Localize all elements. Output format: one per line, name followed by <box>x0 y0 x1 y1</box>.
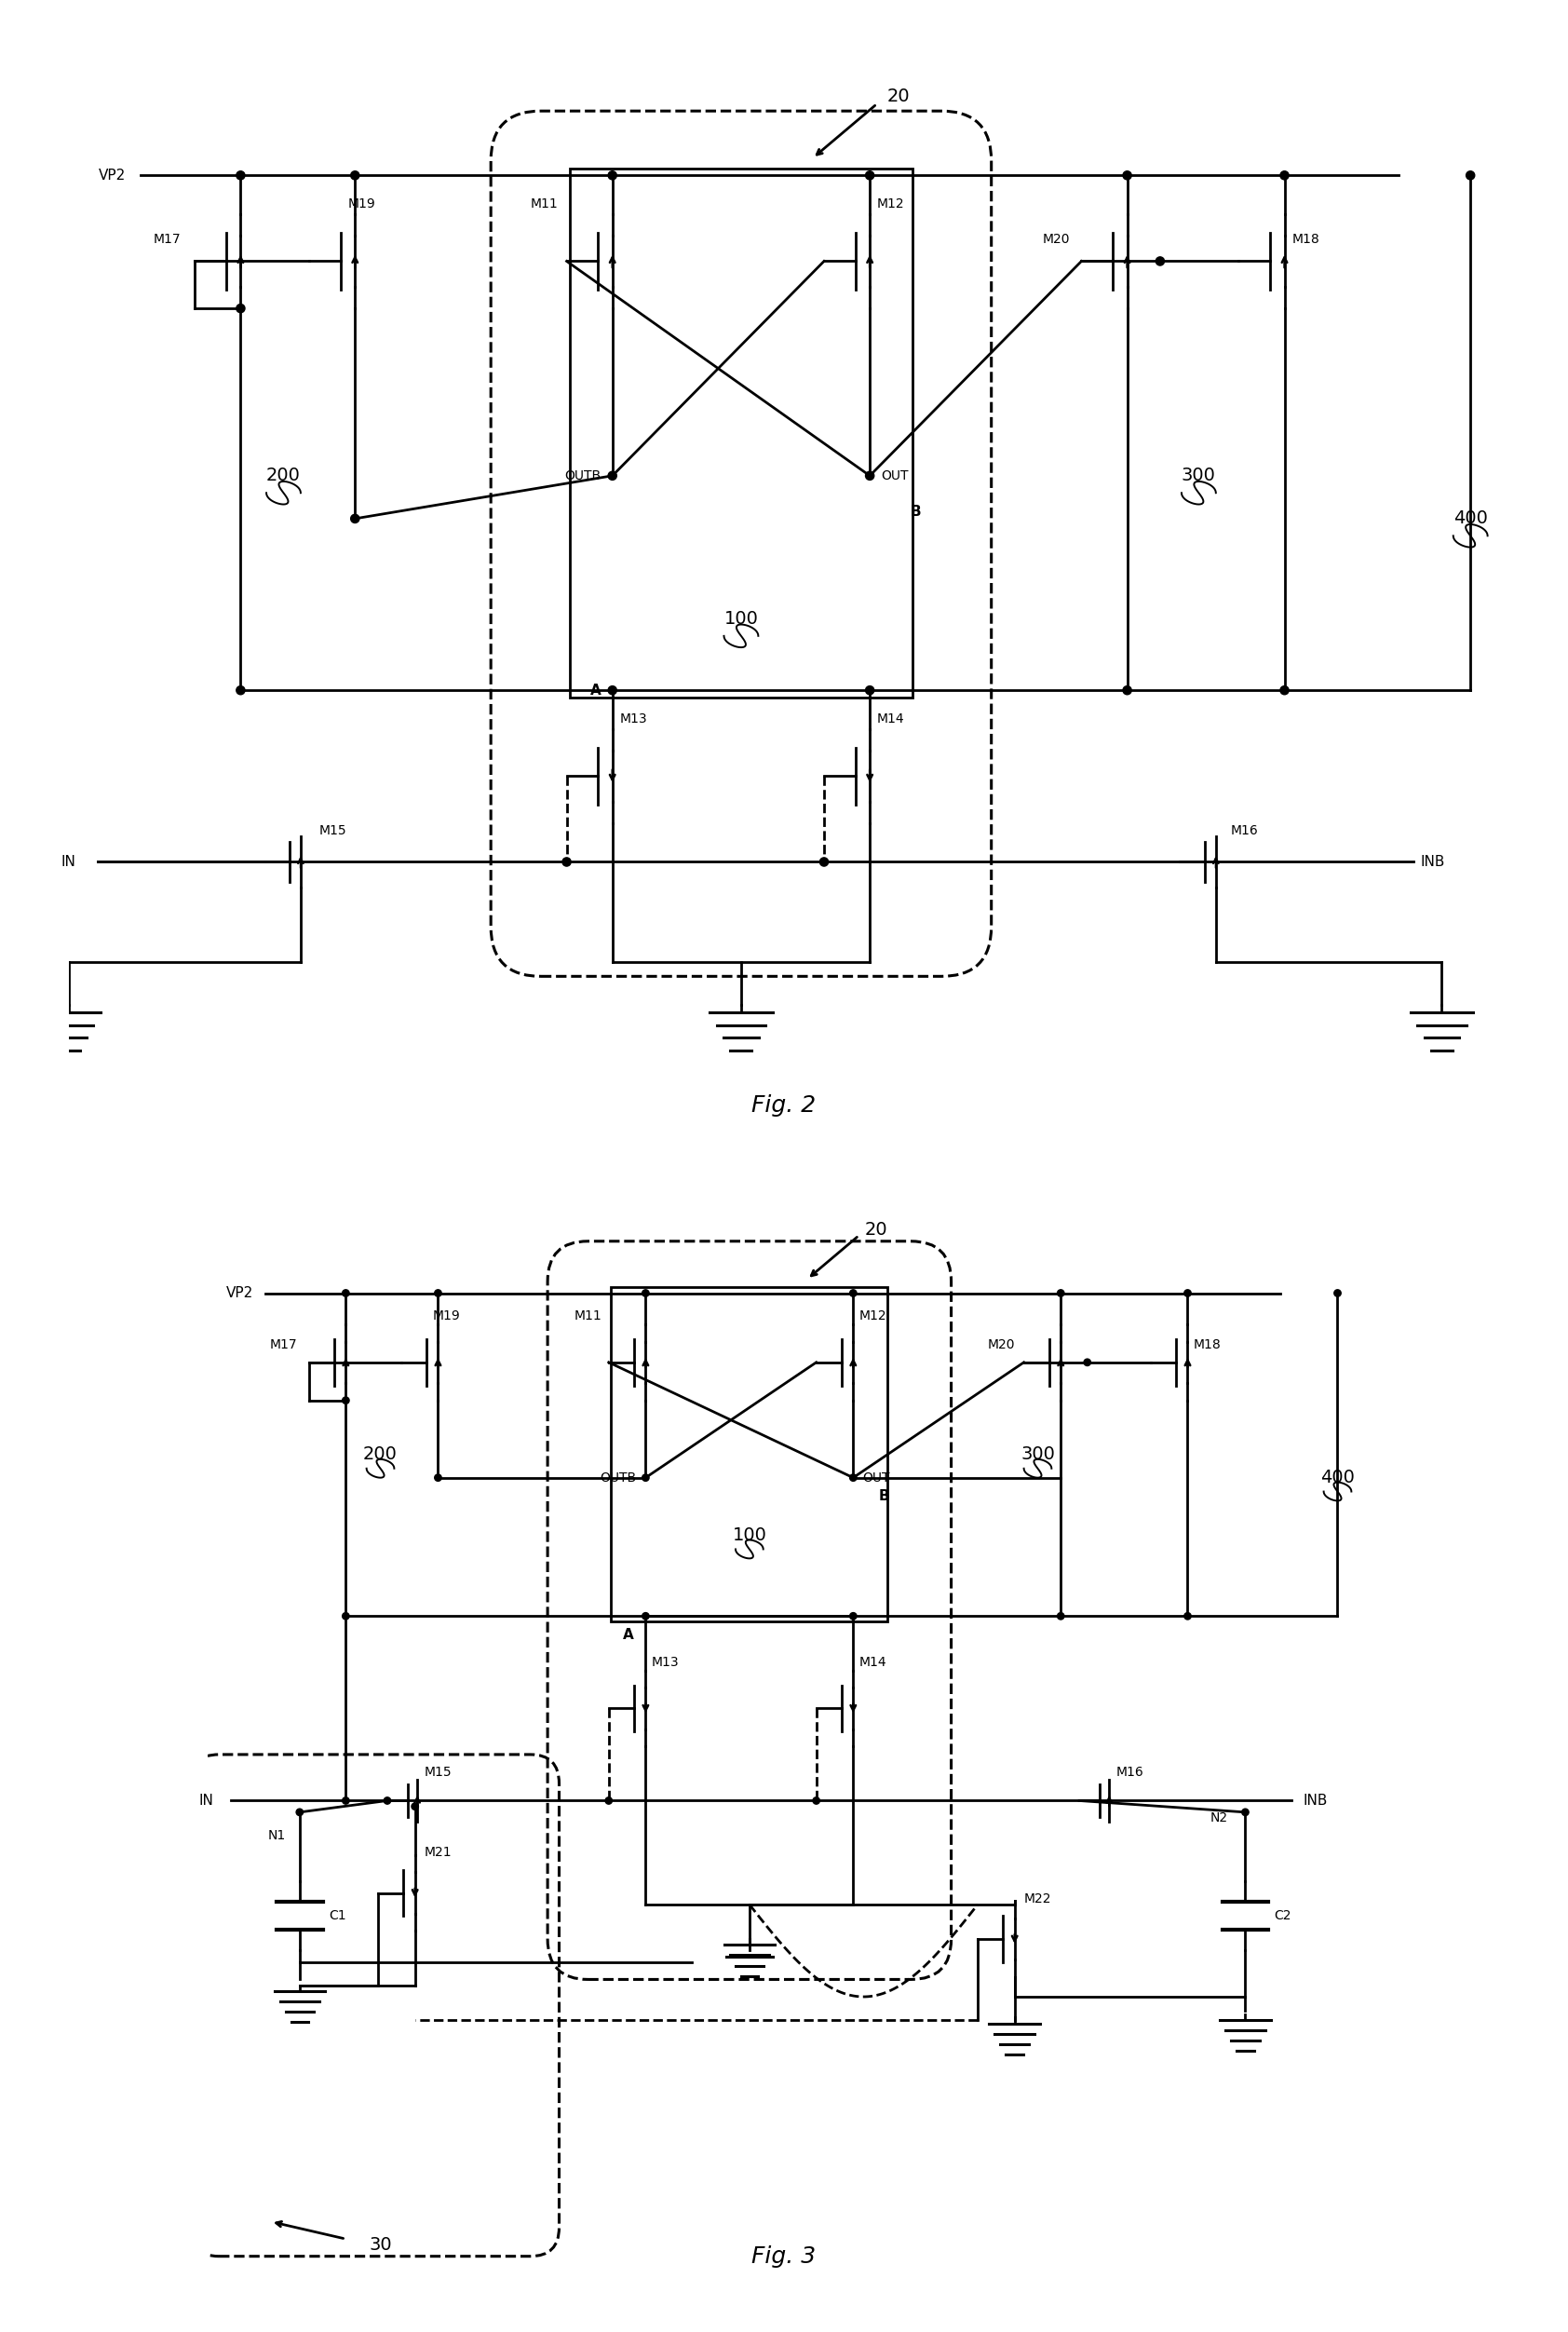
Text: C1: C1 <box>328 1910 347 1922</box>
Circle shape <box>563 858 571 865</box>
Text: M20: M20 <box>1043 233 1069 247</box>
Circle shape <box>850 1290 856 1297</box>
Text: IN: IN <box>199 1793 213 1807</box>
Text: VP2: VP2 <box>226 1287 254 1301</box>
Circle shape <box>608 471 616 480</box>
Text: B: B <box>878 1490 889 1504</box>
Circle shape <box>1242 1810 1248 1817</box>
Text: 200: 200 <box>267 466 301 485</box>
Circle shape <box>1184 1614 1192 1618</box>
Circle shape <box>866 170 873 180</box>
Circle shape <box>237 686 245 695</box>
Text: M15: M15 <box>320 823 347 837</box>
Circle shape <box>643 1290 649 1297</box>
Text: M18: M18 <box>1193 1339 1221 1353</box>
Circle shape <box>1334 1290 1341 1297</box>
Text: M16: M16 <box>1231 823 1258 837</box>
Text: M17: M17 <box>270 1339 298 1353</box>
Text: A: A <box>622 1628 633 1642</box>
Text: M21: M21 <box>425 1847 452 1859</box>
Text: 100: 100 <box>724 611 759 627</box>
Circle shape <box>1156 257 1165 266</box>
Text: 300: 300 <box>1021 1446 1055 1464</box>
Circle shape <box>351 170 359 180</box>
Text: INB: INB <box>1303 1793 1328 1807</box>
Text: OUT: OUT <box>862 1471 891 1483</box>
Circle shape <box>1466 170 1474 180</box>
Text: M19: M19 <box>433 1311 459 1322</box>
Circle shape <box>1057 1290 1065 1297</box>
Circle shape <box>866 471 873 480</box>
Text: M18: M18 <box>1292 233 1319 247</box>
Circle shape <box>820 858 828 865</box>
Text: 100: 100 <box>732 1527 767 1544</box>
Circle shape <box>1279 686 1289 695</box>
Text: OUTB: OUTB <box>564 469 601 483</box>
Text: 400: 400 <box>1320 1469 1355 1485</box>
Text: M12: M12 <box>877 198 905 210</box>
Text: M11: M11 <box>530 198 558 210</box>
Circle shape <box>1123 170 1132 180</box>
Circle shape <box>351 515 359 522</box>
Text: M13: M13 <box>651 1656 679 1670</box>
Text: N1: N1 <box>268 1828 285 1842</box>
Circle shape <box>237 303 245 312</box>
Circle shape <box>1057 1614 1065 1618</box>
Text: OUT: OUT <box>881 469 909 483</box>
Text: M14: M14 <box>877 711 905 725</box>
Circle shape <box>1279 170 1289 180</box>
Text: M19: M19 <box>348 198 376 210</box>
Text: 20: 20 <box>866 1222 887 1238</box>
Circle shape <box>850 1614 856 1618</box>
Circle shape <box>1123 686 1132 695</box>
Text: 20: 20 <box>887 89 909 105</box>
Circle shape <box>866 686 873 695</box>
Circle shape <box>434 1290 442 1297</box>
Circle shape <box>643 1614 649 1618</box>
Text: M14: M14 <box>859 1656 886 1670</box>
Text: A: A <box>590 683 601 697</box>
Text: M22: M22 <box>1024 1891 1051 1905</box>
Circle shape <box>237 170 245 180</box>
Text: M15: M15 <box>425 1765 452 1779</box>
Circle shape <box>1184 1290 1192 1297</box>
Circle shape <box>342 1397 350 1404</box>
Text: M12: M12 <box>859 1311 886 1322</box>
Circle shape <box>643 1474 649 1481</box>
Text: Fig. 3: Fig. 3 <box>751 2246 817 2267</box>
Circle shape <box>850 1474 856 1481</box>
Text: 30: 30 <box>368 2236 392 2253</box>
Text: 300: 300 <box>1182 466 1215 485</box>
Circle shape <box>608 686 616 695</box>
Circle shape <box>434 1474 442 1481</box>
Text: VP2: VP2 <box>99 168 125 182</box>
Circle shape <box>411 1803 419 1810</box>
Text: INB: INB <box>1421 856 1444 870</box>
Circle shape <box>1083 1360 1091 1367</box>
Circle shape <box>384 1798 390 1805</box>
Text: M20: M20 <box>988 1339 1014 1353</box>
Text: N2: N2 <box>1210 1812 1228 1824</box>
Circle shape <box>342 1290 350 1297</box>
Circle shape <box>342 1798 350 1805</box>
Text: C2: C2 <box>1275 1910 1292 1922</box>
Text: 200: 200 <box>364 1446 398 1464</box>
Text: OUTB: OUTB <box>601 1471 637 1483</box>
Text: 400: 400 <box>1454 511 1488 527</box>
Text: IN: IN <box>61 856 77 870</box>
Text: M13: M13 <box>619 711 648 725</box>
Text: Fig. 2: Fig. 2 <box>751 1094 817 1117</box>
Circle shape <box>342 1614 350 1618</box>
Text: M16: M16 <box>1116 1765 1143 1779</box>
Circle shape <box>605 1798 612 1805</box>
Text: B: B <box>909 504 920 518</box>
Text: M11: M11 <box>574 1311 602 1322</box>
Circle shape <box>812 1798 820 1805</box>
Circle shape <box>296 1810 303 1817</box>
Circle shape <box>608 170 616 180</box>
Text: M17: M17 <box>154 233 180 247</box>
